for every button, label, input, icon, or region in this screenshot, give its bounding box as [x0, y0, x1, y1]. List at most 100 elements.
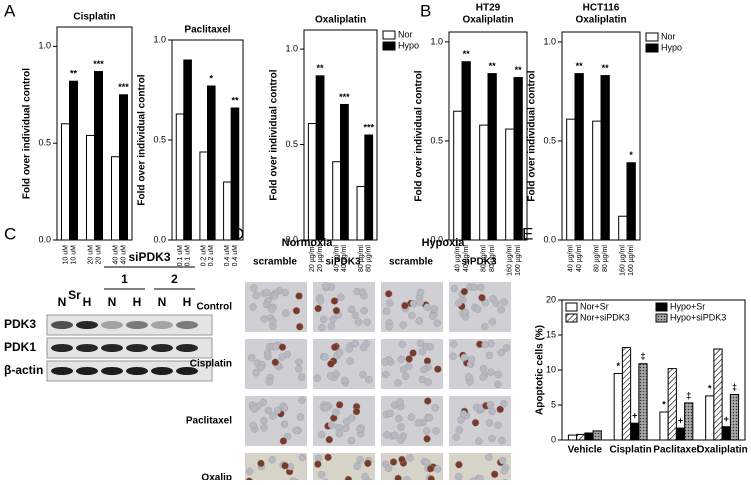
cell — [428, 312, 437, 321]
y-tick-label: 1.0 — [430, 36, 443, 46]
column-label: scramble — [389, 257, 433, 268]
cell — [250, 284, 258, 292]
cell — [415, 317, 423, 325]
panel-label: B — [420, 1, 431, 20]
cell — [346, 357, 354, 365]
cell — [383, 431, 391, 439]
cell — [426, 465, 435, 473]
cell — [391, 431, 399, 439]
cell — [250, 405, 258, 413]
cell — [394, 379, 402, 387]
y-axis-label: Fold over individual control — [269, 69, 280, 200]
y-axis-label: Apoptotic cells (%) — [535, 325, 546, 415]
bar — [505, 128, 515, 241]
cell — [408, 311, 416, 320]
significance: ** — [231, 95, 239, 105]
legend-swatch — [565, 313, 578, 323]
cell — [425, 414, 434, 422]
x-tick-label: 160 µg/ml — [628, 245, 635, 276]
cell — [265, 378, 274, 386]
condition: Hypoxia — [422, 237, 466, 249]
row-label: Oxalip — [201, 473, 232, 480]
blot-group: siPDK3 — [128, 250, 170, 264]
cell — [418, 375, 427, 384]
cell — [497, 348, 505, 357]
cell — [281, 462, 289, 470]
column-label: scramble — [253, 257, 297, 268]
cell — [335, 348, 344, 357]
x-tick-label: 40 uM — [112, 245, 119, 265]
significance: + — [632, 411, 637, 421]
cell — [281, 288, 289, 297]
cell — [485, 453, 493, 461]
cell — [488, 434, 496, 443]
cell — [351, 311, 359, 320]
blot-band — [176, 344, 198, 352]
blot-band — [51, 321, 73, 329]
cell — [331, 343, 339, 351]
cell — [455, 460, 463, 469]
x-tick-label: 40 µg/ml — [333, 245, 340, 272]
micrograph — [245, 453, 307, 485]
significance: ** — [317, 63, 325, 73]
bar — [621, 347, 632, 441]
cell — [426, 343, 435, 351]
x-tick-label: 80 µg/ml — [489, 245, 496, 272]
y-tick-label: 0.0 — [153, 234, 166, 244]
significance: ‡ — [640, 351, 645, 361]
cell — [396, 398, 404, 406]
significance: ** — [489, 61, 497, 71]
cell — [360, 343, 368, 352]
y-tick-label: 0.5 — [38, 138, 51, 148]
x-tick-label: Oxaliplatin — [697, 445, 748, 456]
cell — [327, 360, 335, 368]
panel-label: C — [4, 224, 16, 243]
cell — [492, 299, 501, 308]
cell — [294, 365, 303, 373]
row-label: Control — [196, 302, 232, 313]
cell — [282, 309, 290, 317]
bar — [667, 368, 677, 441]
bar — [600, 75, 610, 241]
y-tick-label: 1.0 — [285, 43, 298, 53]
cell — [262, 300, 271, 309]
column-label: siPDK3 — [461, 257, 496, 268]
cell — [327, 421, 336, 429]
cell — [479, 373, 487, 381]
cell — [245, 467, 254, 475]
cell — [384, 464, 393, 473]
bar — [453, 110, 463, 241]
column-label: siPDK3 — [325, 257, 360, 268]
cell — [450, 340, 458, 348]
cell — [292, 307, 301, 315]
significance: ** — [515, 65, 523, 75]
x-tick-label: 40 µg/ml — [568, 245, 575, 272]
cell — [454, 472, 463, 481]
cell — [271, 343, 280, 351]
blot-band — [126, 321, 148, 329]
cell — [494, 370, 502, 379]
x-tick-label: Vehicle — [568, 445, 603, 456]
cell — [356, 456, 364, 464]
legend-label: Nor+Sr — [580, 301, 609, 311]
bar — [626, 162, 636, 241]
cell — [481, 341, 489, 349]
chart-title: HCT116 — [583, 3, 620, 14]
y-axis-label: Fold over individual control — [22, 68, 33, 199]
cell — [500, 467, 508, 475]
cell — [354, 318, 363, 326]
bar — [356, 186, 366, 241]
chart-title: Cisplatin — [73, 12, 115, 23]
cell — [268, 456, 276, 464]
x-tick-label: 10 uM — [62, 245, 69, 265]
cell — [494, 421, 502, 429]
blot-band — [76, 321, 98, 329]
bar — [207, 85, 216, 241]
cell — [279, 437, 288, 445]
cell — [399, 365, 408, 374]
x-tick-label: 160 µg/ml — [515, 245, 522, 276]
cell — [317, 430, 326, 439]
cell — [252, 369, 260, 377]
x-tick-label: Cisplatin — [610, 445, 652, 456]
